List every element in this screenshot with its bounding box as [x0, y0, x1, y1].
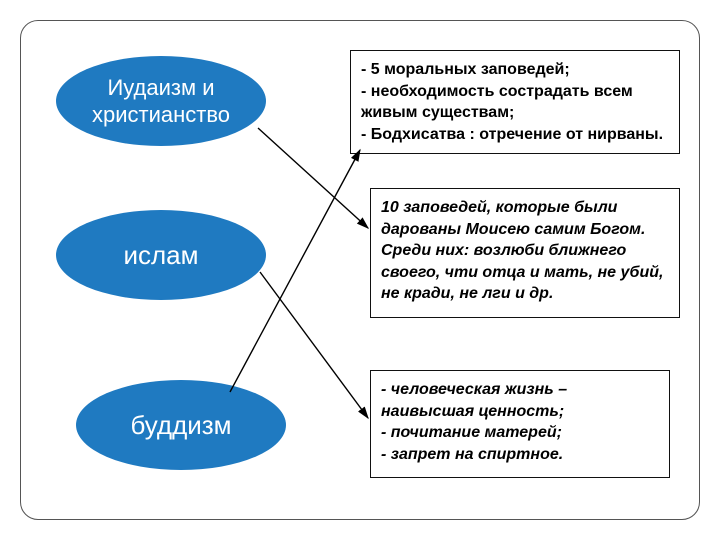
box-islam-desc: - человеческая жизнь – наивысшая ценност…	[370, 370, 670, 478]
box-line: - необходимость сострадать всем живым су…	[361, 81, 669, 124]
node-label: ислам	[123, 239, 198, 272]
box-line: - запрет на спиртное.	[381, 444, 659, 466]
box-line: - Бодхисатва : отречение от нирваны.	[361, 124, 669, 146]
node-islam: ислам	[56, 210, 266, 300]
box-line: - человеческая жизнь – наивысшая ценност…	[381, 379, 659, 422]
node-judaism-christianity: Иудаизм и христианство	[56, 56, 266, 146]
node-label: Иудаизм и христианство	[64, 74, 258, 129]
box-judaism-desc: 10 заповедей, которые были дарованы Моис…	[370, 188, 680, 318]
node-label: буддизм	[130, 409, 231, 442]
node-buddhism: буддизм	[76, 380, 286, 470]
box-buddhism-desc: - 5 моральных заповедей;- необходимость …	[350, 50, 680, 154]
box-line: - почитание матерей;	[381, 422, 659, 444]
box-line: - 5 моральных заповедей;	[361, 59, 669, 81]
box-line: 10 заповедей, которые были дарованы Моис…	[381, 197, 669, 305]
diagram-stage: Иудаизм и христианство ислам буддизм - 5…	[0, 0, 720, 540]
